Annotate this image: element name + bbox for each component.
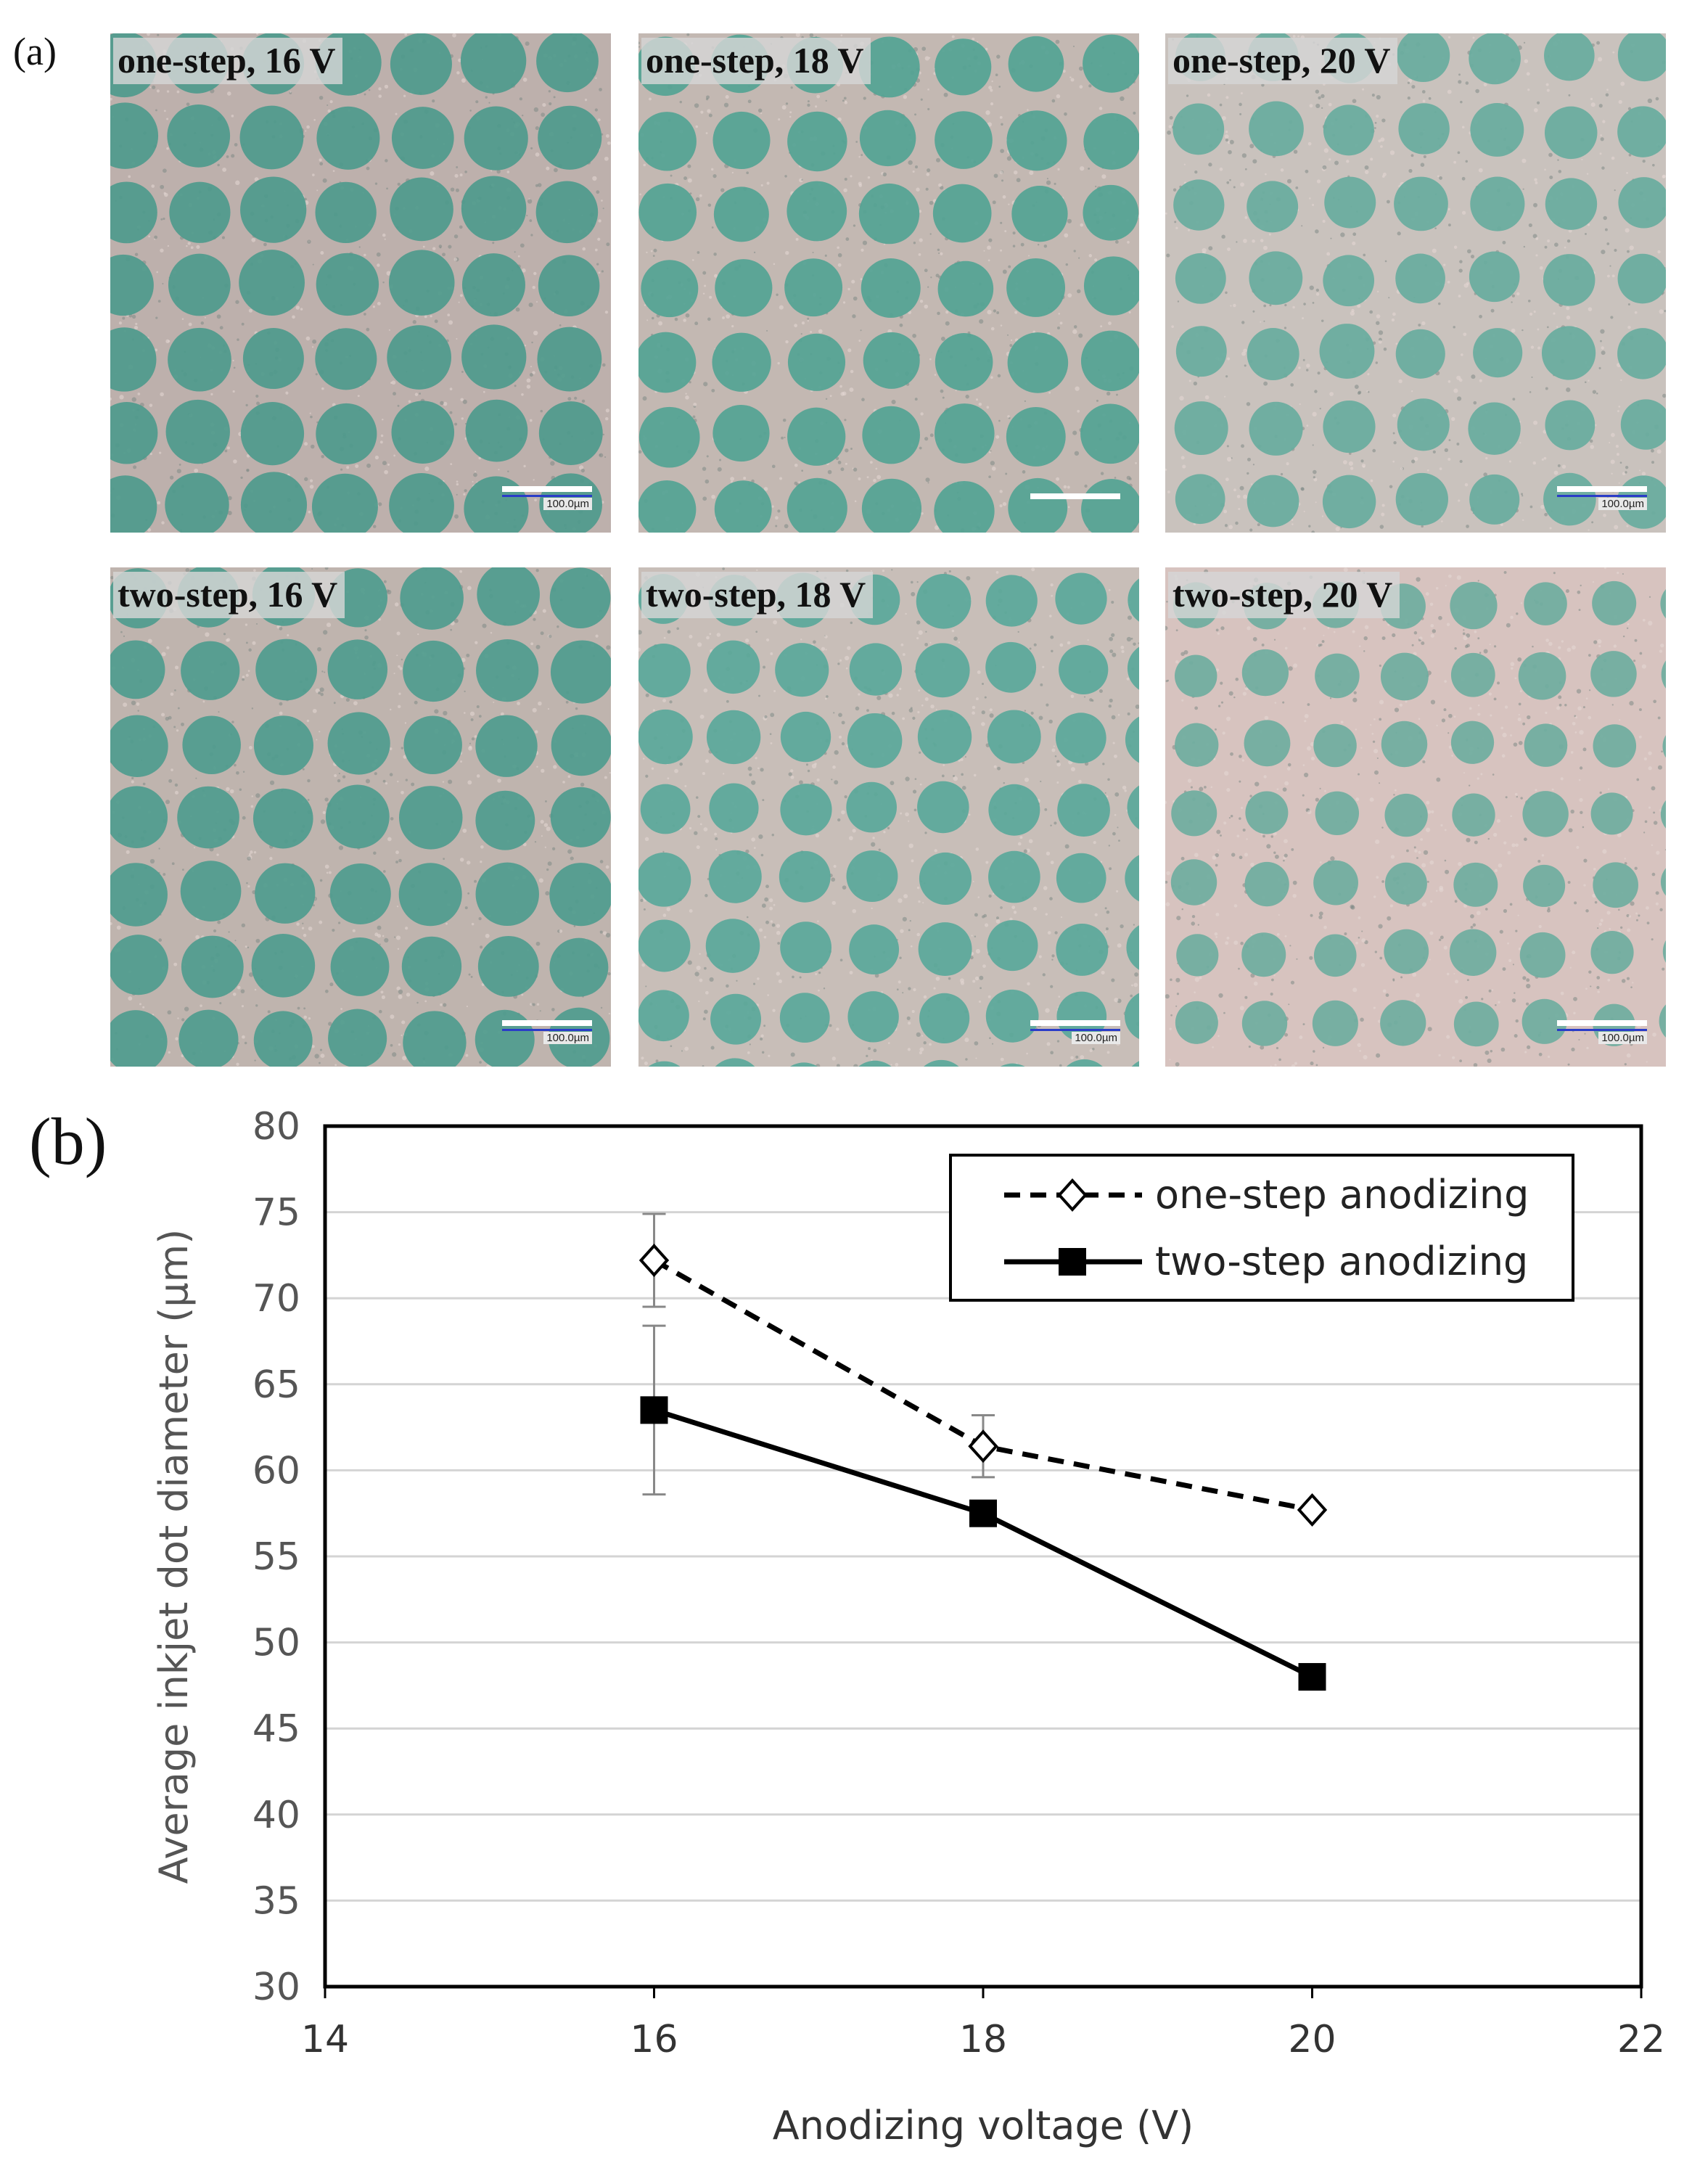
micrograph-one-step-20v: one-step, 20 V 100.0µm (1165, 33, 1666, 533)
micrograph-title: one-step, 20 V (1168, 38, 1398, 84)
y-tick-label: 70 (252, 1277, 300, 1321)
legend-label: one-step anodizing (1155, 1172, 1529, 1218)
dot-diameter-chart: 30 35 40 45 50 55 60 65 70 75 80 14 16 18 20 22 Anodiz… (151, 1105, 1665, 2148)
x-tick-label: 22 (1617, 2018, 1665, 2061)
micrograph-title: one-step, 16 V (113, 38, 343, 84)
x-axis-ticks: 14 16 18 20 22 (301, 1987, 1665, 2061)
scale-bar (1030, 486, 1120, 511)
data-point (1298, 1663, 1326, 1691)
micrograph-two-step-20v: two-step, 20 V 100.0µm (1165, 567, 1666, 1067)
chart-legend: one-step anodizing two-step anodizing (949, 1154, 1574, 1302)
y-tick-label: 60 (252, 1449, 300, 1493)
micrograph-one-step-18v: one-step, 18 V (638, 33, 1139, 533)
y-tick-label: 30 (252, 1966, 300, 2009)
micrograph-title: two-step, 20 V (1168, 572, 1400, 618)
y-tick-label: 75 (252, 1191, 300, 1235)
y-tick-label: 80 (252, 1105, 300, 1149)
scale-bar-label: 100.0µm (1072, 1032, 1120, 1044)
data-point (640, 1396, 668, 1424)
legend-box (949, 1154, 1574, 1302)
y-tick-label: 65 (252, 1363, 300, 1407)
data-point (1297, 1493, 1328, 1527)
y-tick-label: 50 (252, 1622, 300, 1665)
scale-bar: 100.0µm (1557, 1020, 1647, 1045)
legend-label: two-step anodizing (1155, 1239, 1528, 1284)
panel-label-a: (a) (13, 30, 57, 73)
data-point (638, 1244, 670, 1278)
legend-marker (1057, 1178, 1088, 1212)
x-tick-label: 16 (630, 2018, 678, 2061)
micrograph-title: two-step, 16 V (113, 572, 345, 618)
micrograph-title: one-step, 18 V (641, 38, 871, 84)
scale-bar-label: 100.0µm (1598, 1032, 1647, 1044)
series-markers (638, 1244, 1328, 1691)
y-tick-label: 45 (252, 1707, 300, 1751)
scale-bar-label: 100.0µm (543, 498, 592, 510)
x-tick-label: 14 (301, 2018, 349, 2061)
scale-bar-label: 100.0µm (543, 1032, 592, 1044)
x-axis-label: Anodizing voltage (V) (773, 2103, 1194, 2148)
scale-bar: 100.0µm (1557, 486, 1647, 511)
scale-bar: 100.0µm (502, 486, 592, 511)
scale-bar: 100.0µm (502, 1020, 592, 1045)
y-tick-label: 55 (252, 1535, 300, 1579)
micrograph-title: two-step, 18 V (641, 572, 874, 618)
micrograph-two-step-16v: two-step, 16 V 100.0µm (110, 567, 611, 1067)
scale-bar: 100.0µm (1030, 1020, 1120, 1045)
scale-bar-label: 100.0µm (1598, 498, 1647, 510)
data-point (968, 1429, 998, 1463)
y-axis-label: Average inkjet dot diameter (µm) (151, 1229, 197, 1884)
x-tick-label: 18 (959, 2018, 1007, 2061)
y-tick-label: 35 (252, 1879, 300, 1923)
y-tick-label: 40 (252, 1794, 300, 1837)
x-tick-label: 20 (1288, 2018, 1336, 2061)
data-point (969, 1499, 997, 1527)
y-axis-ticks: 30 35 40 45 50 55 60 65 70 75 80 (252, 1105, 300, 2009)
micrograph-two-step-18v: two-step, 18 V 100.0µm (638, 567, 1139, 1067)
micrograph-one-step-16v: one-step, 16 V 100.0µm (110, 33, 611, 533)
legend-marker (1059, 1248, 1086, 1276)
panel-label-b: (b) (29, 1104, 107, 1178)
